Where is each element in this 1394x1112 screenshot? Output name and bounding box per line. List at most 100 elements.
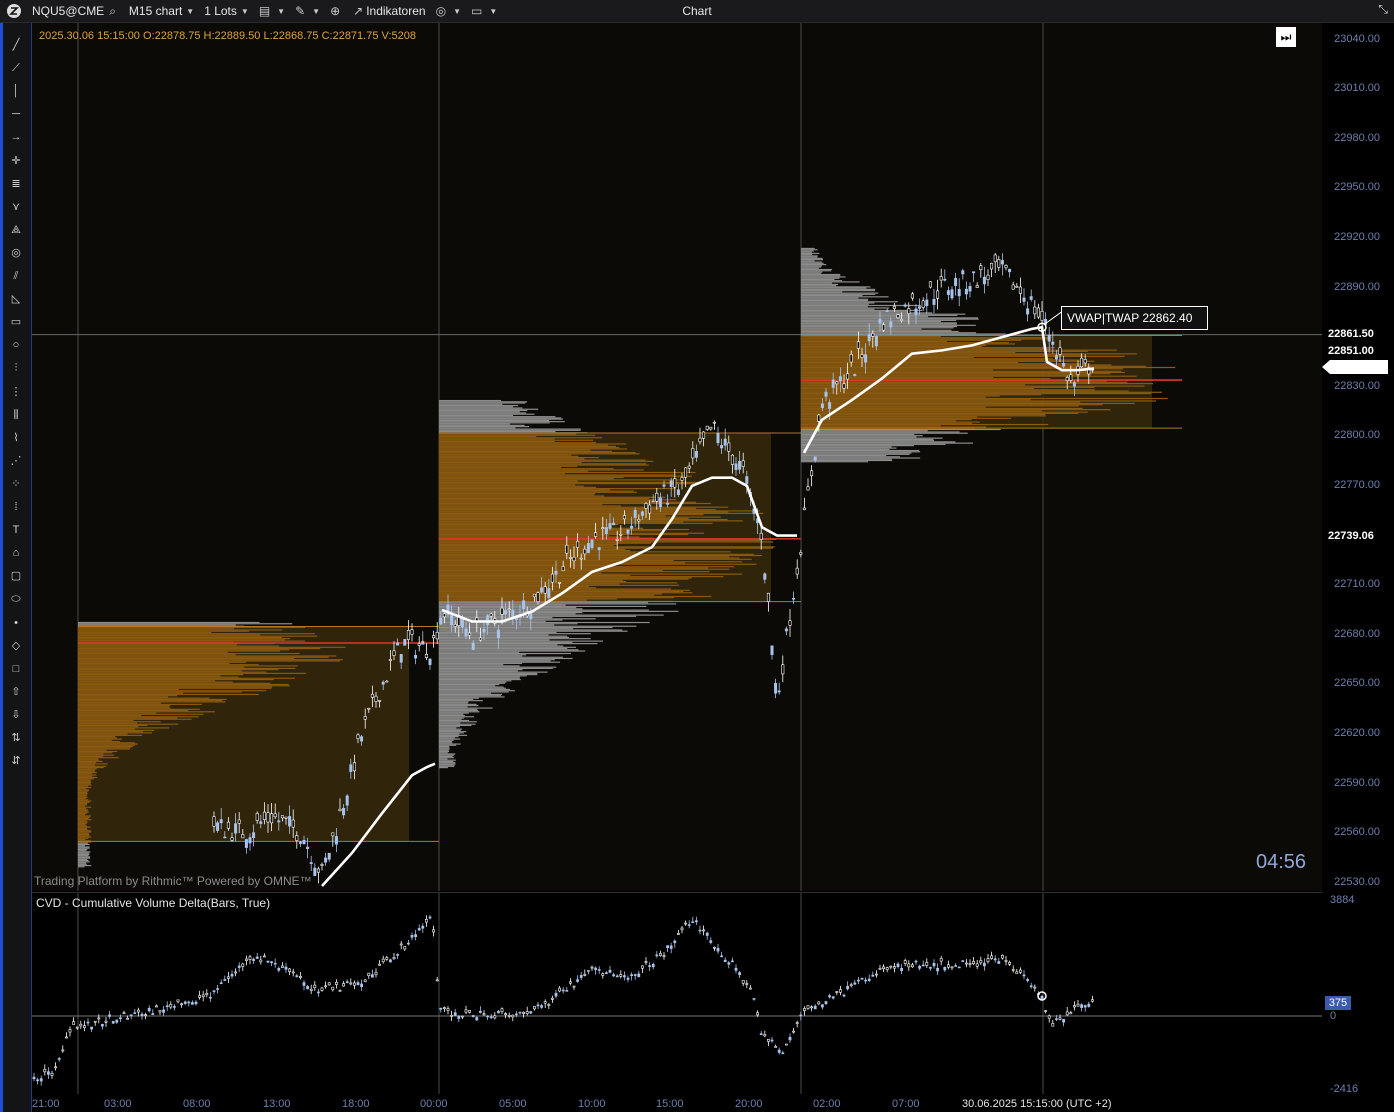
profile-bar (439, 690, 515, 692)
ray-icon[interactable]: ⟋ (12, 62, 20, 75)
channel-icon[interactable]: ⫽ (13, 270, 19, 282)
profile-bar (78, 833, 90, 836)
cvd-body (64, 1036, 68, 1039)
cvd-body (295, 975, 299, 977)
profile-bar (439, 465, 578, 467)
cvd-body (882, 966, 886, 970)
profile-bar (439, 483, 697, 485)
elliott-icon[interactable]: ⌇ (13, 431, 19, 444)
cvd-panel[interactable] (32, 892, 1322, 1094)
draw-dropdown[interactable]: ✎ ▼ (295, 4, 320, 18)
profile-bar (78, 775, 93, 777)
candle-body (867, 334, 871, 342)
rectangle-icon[interactable]: ▭ (10, 316, 22, 329)
sort-desc-icon[interactable]: ⇵ (11, 755, 21, 768)
cvd-body (856, 979, 860, 982)
time-tick: 21:00 (32, 1098, 60, 1110)
profile-bar (439, 603, 677, 605)
diamond-icon[interactable]: ◇ (11, 639, 21, 652)
fib-ext-icon[interactable]: ⫶ (14, 362, 18, 375)
callout-icon[interactable]: ▢ (10, 570, 22, 583)
profile-bar (439, 522, 713, 524)
profile-bar (801, 297, 859, 299)
ellipse-icon[interactable]: ○ (12, 339, 20, 352)
profile-bar (439, 507, 696, 510)
profile-bar (439, 466, 561, 469)
profile-bar (801, 286, 871, 288)
arrow-down-icon[interactable]: ⇩ (11, 708, 21, 721)
candle-body (907, 308, 911, 315)
layout-dropdown[interactable]: ▭ ▼ (471, 4, 497, 18)
arrow-up-icon[interactable]: ⇧ (11, 685, 21, 698)
cvd-body (1033, 986, 1037, 989)
profile-bar (439, 621, 650, 624)
sort-asc-icon[interactable]: ⇅ (11, 732, 21, 744)
price-chart[interactable] (32, 23, 1322, 891)
profile-bar (78, 770, 95, 772)
tag-icon[interactable]: ⌂ (12, 547, 20, 560)
cvd-body (1080, 1004, 1084, 1008)
chart-type-dropdown[interactable]: ▤ ▼ (259, 4, 285, 18)
search-icon[interactable]: ⌕ (109, 3, 116, 18)
cvd-body (691, 921, 695, 924)
price-tick: 22950.00 (1334, 181, 1380, 194)
profile-bar (801, 387, 1035, 390)
cvd-body (414, 934, 418, 938)
crosshair-icon[interactable]: ✛ (11, 154, 21, 167)
fib-icon[interactable]: ≣ (11, 177, 21, 190)
zigzag-icon[interactable]: ⋰ (10, 454, 22, 467)
dot-icon[interactable]: • (14, 616, 18, 629)
profile-bar (801, 416, 978, 418)
candle-body (540, 587, 544, 593)
triangle-icon[interactable]: ◺ (11, 293, 21, 306)
profile-bar (78, 781, 92, 784)
cvd-body (442, 1007, 446, 1009)
cvd-body (1062, 1019, 1066, 1023)
profile-bar (801, 298, 869, 300)
profile-bar (78, 621, 260, 624)
measure-icon[interactable]: ⁞ (14, 501, 18, 513)
profile-bar (439, 670, 518, 672)
cvd-body (824, 1001, 828, 1004)
cvd-body (241, 963, 245, 967)
cvd-body (943, 966, 947, 971)
volume-icon[interactable]: ⫼ (13, 408, 19, 421)
spiral-icon[interactable]: ◎ (11, 246, 21, 259)
profile-bar (78, 731, 143, 733)
app-logo[interactable] (6, 3, 22, 19)
price-axis[interactable]: 23040.00 23010.00 22980.00 22950.00 22920.00… (1322, 23, 1394, 1093)
pitchfork-icon[interactable]: ⋎ (11, 200, 21, 213)
cvd-body (648, 965, 652, 967)
vertical-line-icon[interactable]: │ (12, 85, 20, 98)
profile-bar (78, 780, 91, 782)
settings-dropdown[interactable]: ◎ ▼ (436, 4, 461, 18)
profile-bar (439, 406, 514, 408)
indicators-button[interactable]: ↗ Indikatoren (353, 4, 425, 18)
cvd-body (1015, 971, 1019, 974)
cvd-body (1000, 955, 1004, 959)
horizontal-line-icon[interactable]: ─ (12, 108, 20, 121)
fib-fan-icon[interactable]: ⋮ (10, 385, 22, 398)
gann-icon[interactable]: ⟁ (11, 223, 21, 236)
arrow-icon[interactable]: → (10, 131, 22, 144)
time-axis[interactable]: 21:00 03:00 08:00 13:00 18:00 00:00 05:00 10:00… (32, 1094, 1394, 1112)
jump-to-end-button[interactable]: ⏭ (1276, 27, 1296, 47)
cvd-body (874, 973, 878, 976)
profile-bar (439, 563, 757, 565)
symbol-selector[interactable]: NQU5@CME ⌕ (32, 4, 119, 19)
timeframe-dropdown[interactable]: M15 chart ▼ (129, 4, 194, 18)
label-icon[interactable]: ⬭ (11, 593, 21, 606)
zoom-button[interactable]: ⊕ (330, 4, 343, 18)
candle-body (313, 867, 317, 876)
square-icon[interactable]: □ (12, 662, 20, 675)
profile-bar (801, 435, 923, 437)
text-icon[interactable]: T (12, 524, 20, 537)
profile-bar (78, 855, 89, 857)
cvd-body (406, 942, 410, 945)
time-tick: 05:00 (499, 1098, 527, 1110)
profile-bar (439, 588, 672, 590)
line-icon[interactable]: ╱ (12, 39, 20, 51)
lots-dropdown[interactable]: 1 Lots ▼ (204, 4, 249, 18)
expand-icon[interactable]: ⤡ (1378, 2, 1388, 16)
pattern-icon[interactable]: ⁘ (11, 477, 21, 490)
